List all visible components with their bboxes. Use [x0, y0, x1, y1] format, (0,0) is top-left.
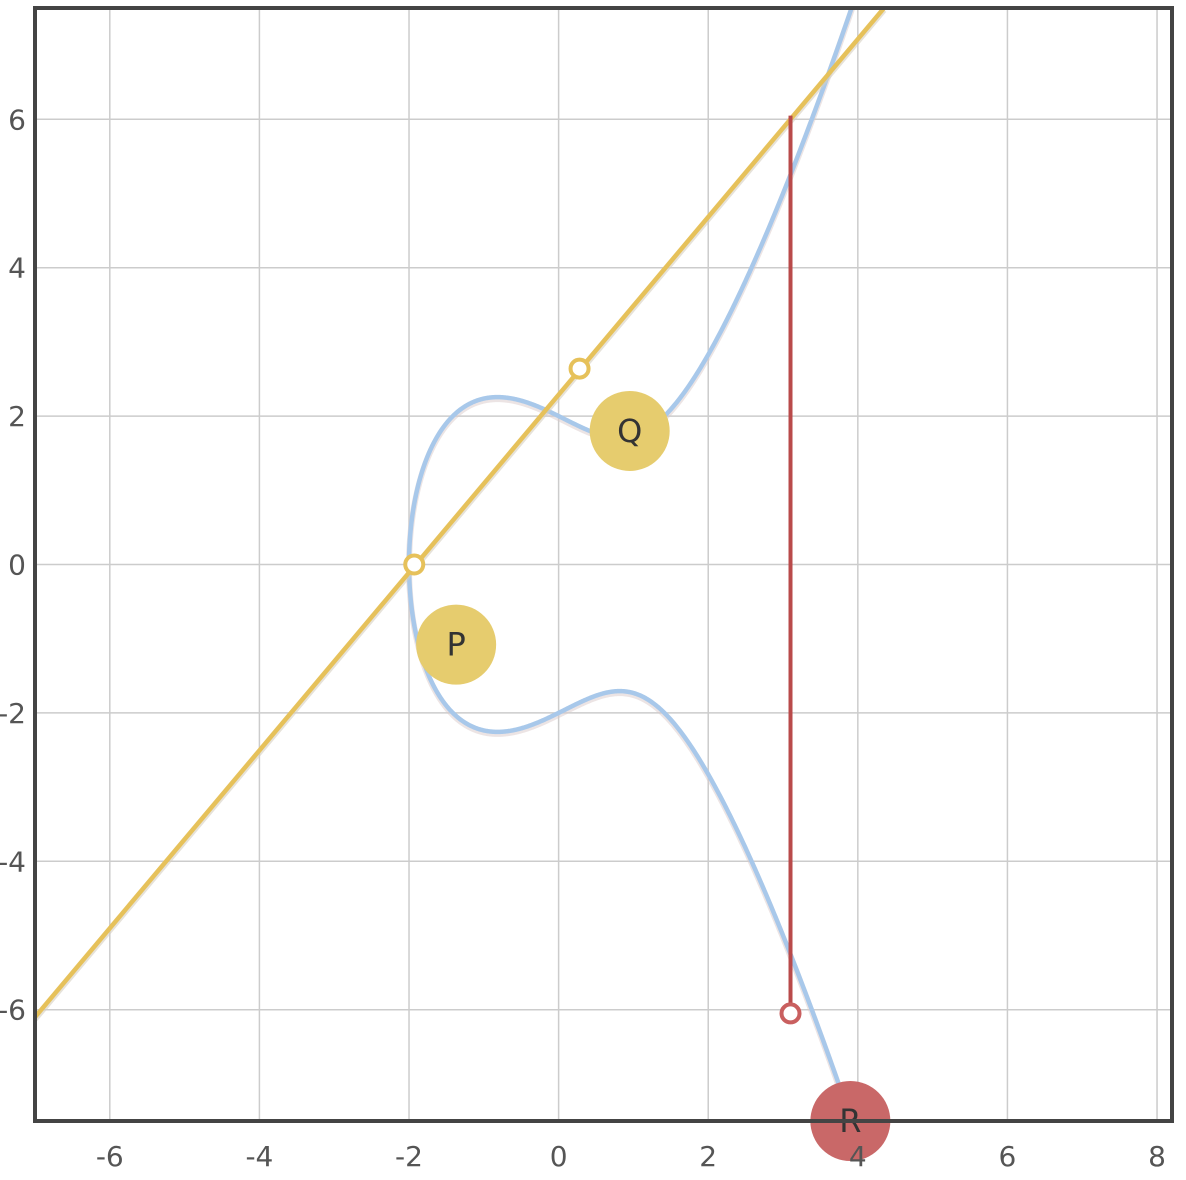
plot-frame — [33, 6, 1174, 1123]
x-tick-label: 6 — [999, 1140, 1017, 1173]
elliptic-curve — [406, 8, 854, 1121]
point-r-marker — [779, 1002, 802, 1025]
y-tick-label: 4 — [8, 252, 26, 285]
x-tick-label: 0 — [550, 1140, 568, 1173]
x-tick-label: 2 — [699, 1140, 717, 1173]
y-tick-label: -4 — [0, 845, 26, 878]
x-tick-label: -6 — [96, 1140, 124, 1173]
curve-layer — [406, 8, 856, 1121]
point-p-label-badge — [416, 604, 497, 685]
point-q-label-badge — [589, 390, 670, 471]
y-tick-label: 6 — [8, 103, 26, 136]
y-tick-label: 0 — [8, 549, 26, 582]
lines-layer — [35, 8, 887, 1022]
point-q-label: Q — [617, 412, 642, 450]
tick-labels: -6 -4 -2 0 2 4 6 8 6 4 2 0 -2 -4 -6 — [0, 103, 1166, 1173]
y-tick-label: -2 — [0, 697, 26, 730]
point-p-marker — [403, 553, 426, 576]
x-tick-label: 8 — [1148, 1140, 1166, 1173]
y-tick-label: -6 — [0, 994, 26, 1027]
secant-line — [35, 8, 886, 1019]
x-tick-label: -2 — [395, 1140, 423, 1173]
point-q-marker — [568, 357, 591, 380]
grid-lines — [35, 8, 1172, 1121]
y-tick-label: 2 — [8, 400, 26, 433]
x-tick-label: 4 — [849, 1140, 867, 1173]
points-layer — [403, 357, 802, 1025]
point-p-label: P — [446, 626, 465, 664]
point-labels-layer: PQR — [416, 390, 891, 1161]
x-tick-label: -4 — [245, 1140, 273, 1173]
